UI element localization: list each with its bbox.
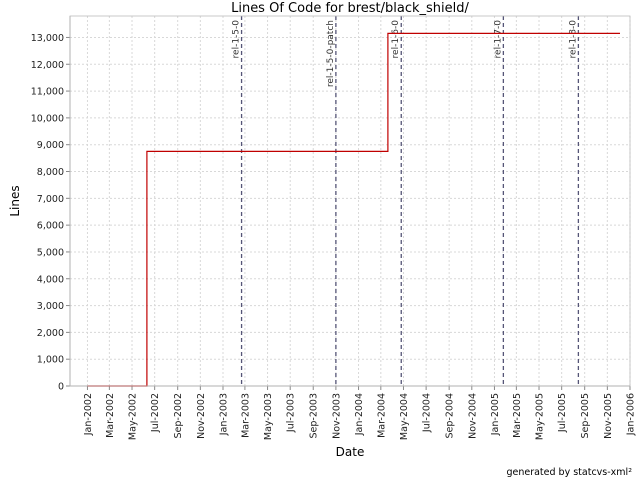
x-tick-label: May-2003 — [263, 393, 274, 440]
x-tick-label: Jan-2002 — [83, 393, 94, 436]
x-tick-label: Nov-2002 — [196, 393, 207, 439]
x-tick-label: Sep-2005 — [580, 393, 591, 439]
x-tick-label: Jul-2004 — [422, 393, 433, 433]
y-tick-label: 6,000 — [37, 221, 64, 232]
y-tick-label: 10,000 — [31, 113, 64, 124]
x-tick-label: Sep-2004 — [445, 393, 456, 439]
release-marker-label: rel-1-8-0 — [568, 20, 578, 59]
y-tick-label: 9,000 — [37, 140, 64, 151]
x-tick-label: Jul-2003 — [286, 393, 297, 433]
x-tick-label: Sep-2003 — [309, 393, 320, 439]
x-tick-label: Mar-2005 — [512, 393, 523, 438]
x-tick-label: May-2004 — [399, 393, 410, 440]
release-marker-label: rel-1-7-0 — [493, 20, 503, 59]
release-marker-label: rel-1-6-0 — [391, 20, 401, 59]
y-tick-label: 12,000 — [31, 60, 64, 71]
y-tick-label: 7,000 — [37, 194, 64, 205]
x-tick-label: Mar-2003 — [240, 393, 251, 438]
release-marker-label: rel-1-5-0-patch — [326, 20, 336, 87]
release-marker-label: rel-1-5-0 — [232, 20, 242, 59]
y-tick-label: 4,000 — [37, 274, 64, 285]
plot-area: 0 1,000 2,000 3,000 4,000 5,000 6,000 7,000 8,00… — [31, 15, 637, 440]
x-tick-label: Jan-2005 — [490, 393, 501, 436]
plot-border — [69, 15, 631, 387]
y-tick-label: 0 — [58, 382, 64, 393]
x-tick-label: Nov-2005 — [603, 393, 614, 439]
x-tick-label: Jan-2006 — [626, 393, 637, 436]
y-axis-label: Lines — [8, 185, 22, 216]
x-tick-label: Nov-2003 — [331, 393, 342, 439]
x-tick-label: Jul-2002 — [150, 393, 161, 433]
x-axis-label: Date — [336, 445, 365, 459]
x-tick-label: Jul-2005 — [557, 393, 568, 433]
y-tick-label: 3,000 — [37, 301, 64, 312]
x-tick-label: Jan-2003 — [218, 393, 229, 436]
x-tick-label: Nov-2004 — [467, 393, 478, 439]
y-tick-label: 1,000 — [37, 355, 64, 366]
x-tick-label: Sep-2002 — [173, 393, 184, 439]
y-tick-label: 13,000 — [31, 33, 64, 44]
chart-title: Lines Of Code for brest/black_shield/ — [231, 1, 469, 16]
y-tick-label: 5,000 — [37, 247, 64, 258]
y-tick-label: 11,000 — [31, 87, 64, 98]
y-tick-label: 8,000 — [37, 167, 64, 178]
generator-credit: generated by statcvs-xml² — [506, 467, 632, 478]
y-tick-label: 2,000 — [37, 328, 64, 339]
x-tick-label: May-2005 — [535, 393, 546, 440]
plot-background — [70, 16, 630, 386]
x-tick-label: Mar-2004 — [376, 393, 387, 438]
x-tick-label: Jan-2004 — [354, 393, 365, 436]
x-tick-label: May-2002 — [128, 393, 139, 440]
x-tick-label: Mar-2002 — [105, 393, 116, 438]
